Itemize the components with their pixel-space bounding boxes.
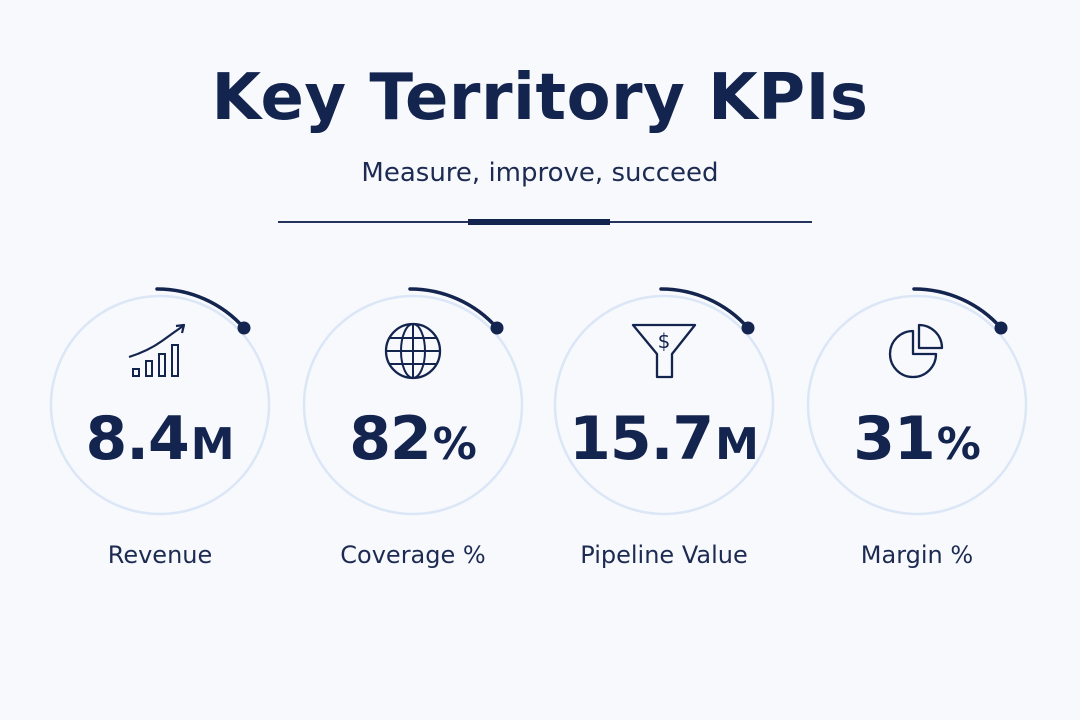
svg-text:$: $	[658, 329, 671, 353]
kpi-label: Margin %	[860, 541, 974, 569]
kpi-card-pipeline-value: $ 15.7M Pipeline Value	[544, 285, 784, 585]
kpi-number: 15.7	[569, 404, 714, 474]
kpi-label: Pipeline Value	[580, 541, 748, 569]
kpi-unit: %	[936, 419, 981, 470]
kpi-number: 8.4	[85, 404, 189, 474]
kpi-progress-ring	[553, 287, 775, 516]
dollar-funnel-icon: $	[631, 323, 697, 379]
kpi-number: 82	[349, 404, 431, 474]
pie-chart-icon	[888, 323, 944, 379]
kpi-progress-ring	[49, 287, 271, 516]
page-subtitle: Measure, improve, succeed	[361, 158, 719, 188]
page-title: Key Territory KPIs	[211, 61, 869, 135]
kpi-value: 8.4M	[40, 403, 280, 481]
kpi-progress-ring	[806, 287, 1028, 516]
kpi-number: 31	[853, 404, 935, 474]
kpi-value: 31%	[797, 403, 1037, 481]
kpi-progress-ring	[302, 287, 524, 516]
title-divider-accent	[468, 219, 610, 225]
kpi-card-coverage: 82% Coverage %	[293, 285, 533, 585]
kpi-card-margin: 31% Margin %	[797, 285, 1037, 585]
kpi-unit: M	[190, 419, 235, 470]
globe-icon	[384, 322, 442, 380]
kpi-unit: M	[715, 419, 759, 470]
kpi-unit: %	[432, 419, 477, 470]
kpi-value: 82%	[293, 403, 533, 481]
growth-chart-icon	[128, 323, 186, 377]
kpi-value: 15.7M	[544, 403, 784, 481]
kpi-label: Coverage %	[340, 541, 486, 569]
kpi-card-revenue: 8.4M Revenue	[40, 285, 280, 585]
kpi-label: Revenue	[107, 541, 213, 569]
